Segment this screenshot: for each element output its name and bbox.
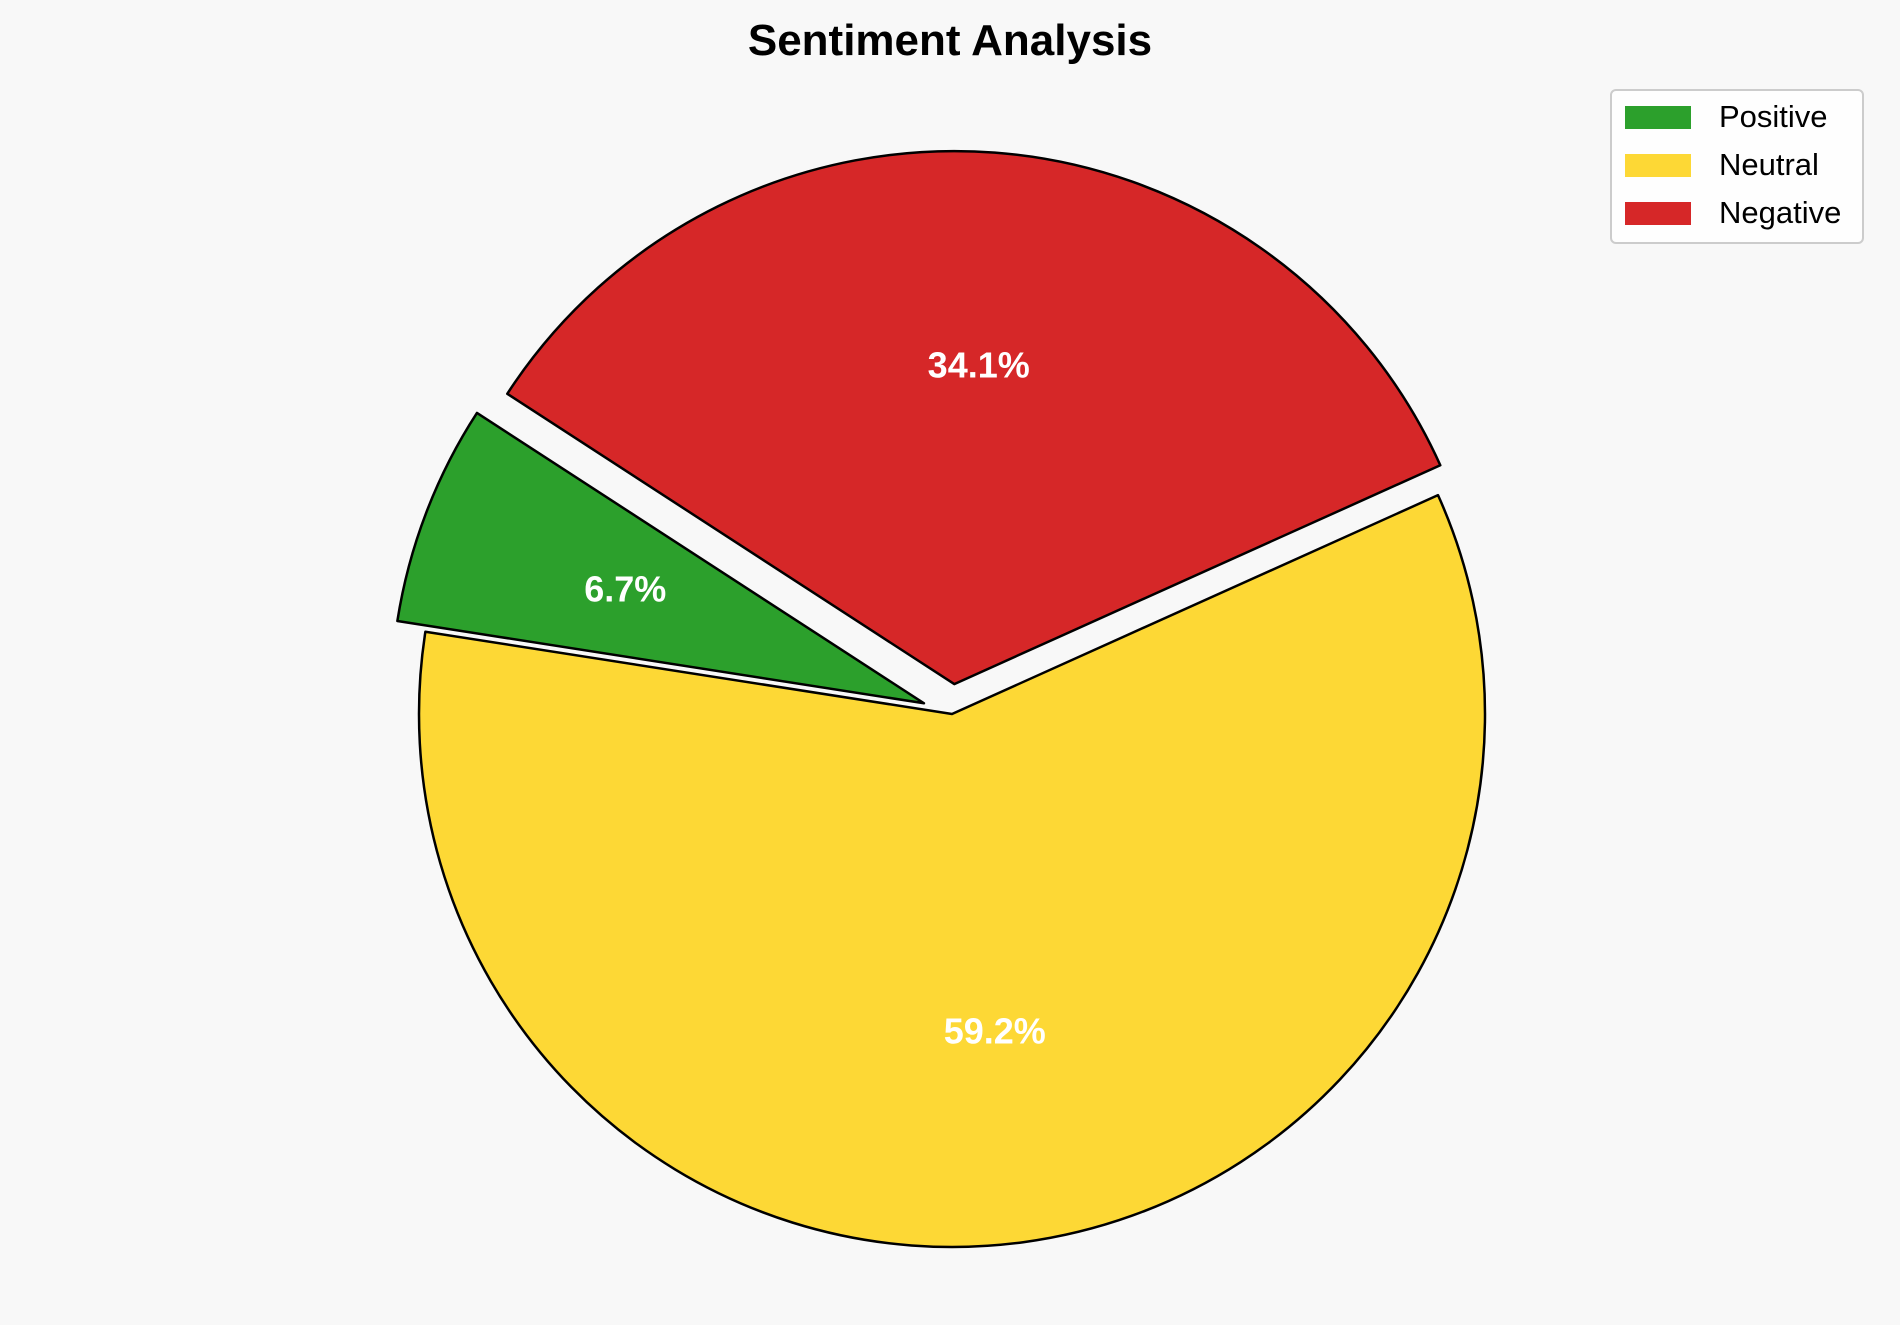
pie-labels: 6.7% 59.2% 34.1% [584, 345, 1046, 1052]
legend-label-negative: Negative [1719, 195, 1841, 230]
pie-slices [396, 149, 1487, 1249]
pie-slice-neutral [417, 493, 1487, 1249]
pie-label-neutral: 59.2% [944, 1010, 1046, 1051]
legend-label-positive: Positive [1719, 99, 1828, 134]
legend: Positive Neutral Negative [1610, 89, 1864, 244]
legend-swatch-negative [1625, 202, 1691, 225]
pie-slice-negative [506, 149, 1442, 686]
pie-label-positive: 6.7% [584, 568, 666, 609]
legend-swatch-positive [1625, 106, 1691, 129]
pie-slice-positive [396, 411, 926, 705]
chart-title: Sentiment Analysis [748, 16, 1152, 65]
pie-label-negative: 34.1% [928, 345, 1030, 386]
legend-swatch-neutral [1625, 154, 1691, 177]
legend-label-neutral: Neutral [1719, 147, 1819, 182]
